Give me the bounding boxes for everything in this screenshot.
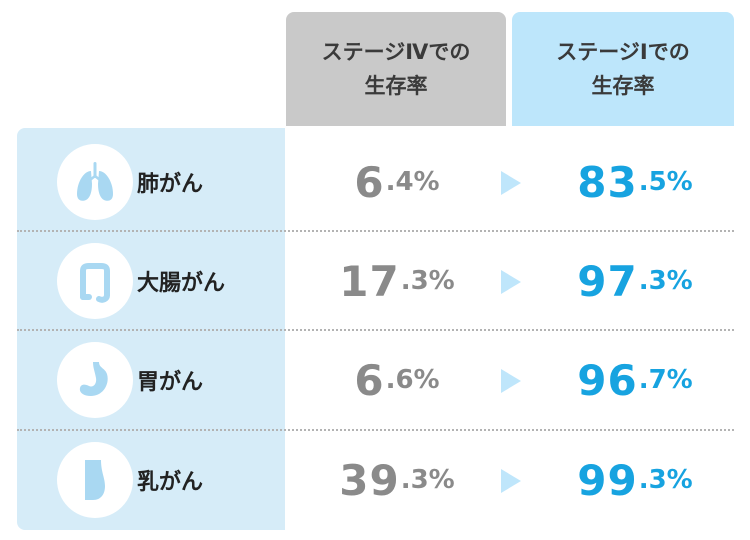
cancer-label: 大腸がん bbox=[137, 271, 226, 296]
arrow-right-icon bbox=[501, 469, 521, 493]
cancer-label: 乳がん bbox=[137, 470, 204, 495]
arrow-right-icon bbox=[501, 270, 521, 294]
header-stage-iv: ステージⅣでの 生存率 bbox=[286, 12, 506, 126]
row-divider bbox=[17, 429, 734, 431]
intestine-icon bbox=[57, 243, 133, 319]
cancer-label: 胃がん bbox=[137, 370, 204, 395]
stage-iv-value: 39.3% bbox=[339, 455, 455, 505]
stage-i-value: 83.5% bbox=[577, 157, 693, 207]
stage-iv-value: 6.6% bbox=[354, 355, 440, 405]
table-row-breast: 乳がん 39.3% 99.3% bbox=[17, 431, 734, 529]
stage-iv-value: 17.3% bbox=[339, 256, 455, 306]
stomach-icon bbox=[57, 342, 133, 418]
table-row-stomach: 胃がん 6.6% 96.7% bbox=[17, 331, 734, 429]
header-stage-i: ステージⅠでの 生存率 bbox=[512, 12, 734, 126]
table-row-lung: 肺がん 6.4% 83.5% bbox=[17, 133, 734, 231]
stage-i-value: 96.7% bbox=[577, 355, 693, 405]
row-divider bbox=[17, 329, 734, 331]
arrow-right-icon bbox=[501, 369, 521, 393]
cancer-label: 肺がん bbox=[137, 172, 204, 197]
table-row-colon: 大腸がん 17.3% 97.3% bbox=[17, 232, 734, 330]
lungs-icon bbox=[57, 144, 133, 220]
arrow-right-icon bbox=[501, 171, 521, 195]
breast-icon bbox=[57, 442, 133, 518]
row-divider bbox=[17, 230, 734, 232]
stage-i-value: 99.3% bbox=[577, 455, 693, 505]
stage-i-value: 97.3% bbox=[577, 256, 693, 306]
stage-iv-value: 6.4% bbox=[354, 157, 440, 207]
